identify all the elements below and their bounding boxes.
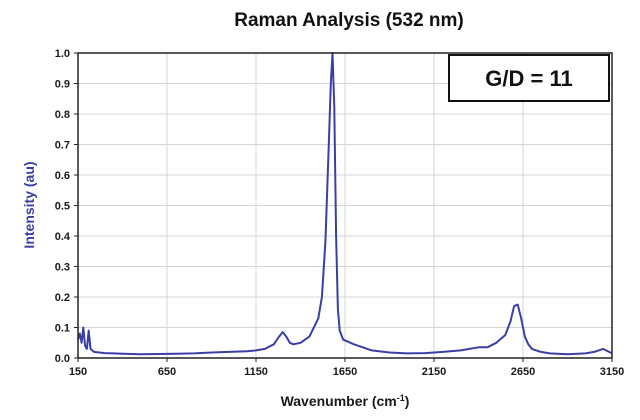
x-tick-label: 3150 <box>600 366 624 378</box>
y-tick-label: 0.3 <box>55 262 70 274</box>
y-axis-label: Intensity (au) <box>21 161 37 248</box>
x-axis-label: Wavenumber (cm-1) <box>281 393 410 409</box>
x-axis-label-sup: -1 <box>397 393 405 403</box>
x-tick-label: 1150 <box>244 366 268 378</box>
y-tick-label: 0.8 <box>55 109 70 121</box>
y-tick-label: 0.7 <box>55 140 70 152</box>
x-tick-label: 150 <box>69 366 87 378</box>
y-tick-label: 0.5 <box>55 201 70 213</box>
y-tick-label: 0.2 <box>55 292 70 304</box>
annotation-text: G/D = 11 <box>485 66 572 91</box>
annotation-frame <box>448 54 610 102</box>
x-tick-label: 2150 <box>422 366 446 378</box>
chart-title: Raman Analysis (532 nm) <box>234 10 464 31</box>
plot-frame <box>77 52 613 359</box>
x-tick-label: 2650 <box>511 366 535 378</box>
spectrum-line <box>77 52 613 356</box>
series-group <box>77 52 613 356</box>
x-tick-label: 650 <box>158 366 176 378</box>
annotation-box: G/D = 11 <box>448 54 610 102</box>
y-tick-label: 0.4 <box>55 231 71 243</box>
x-axis-label-suffix: ) <box>405 393 410 409</box>
y-tick-label: 0.9 <box>55 79 70 91</box>
x-axis-label-main: Wavenumber (cm <box>281 393 397 409</box>
axis-ticks: 150 650 1150 1650 2150 2650 3150 0.0 0.1 0.2 0.3 0.… <box>55 48 625 378</box>
y-tick-label: 0.6 <box>55 170 70 182</box>
y-tick-label: 1.0 <box>55 48 70 60</box>
y-tick-label: 0.0 <box>55 353 70 365</box>
y-tick-label: 0.1 <box>55 323 70 335</box>
x-tick-label: 1650 <box>333 366 357 378</box>
